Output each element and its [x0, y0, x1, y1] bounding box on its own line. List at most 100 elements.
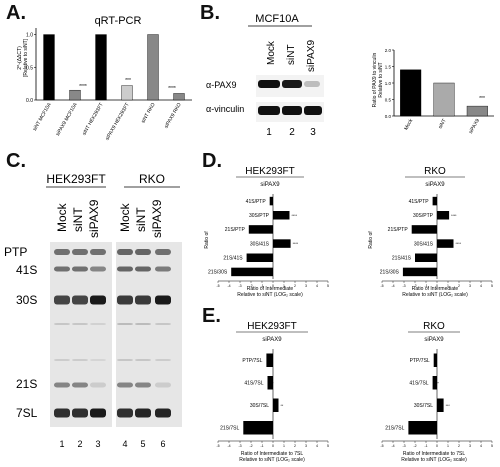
panel-d-rko-label: 21S/PTP — [388, 227, 409, 233]
panel-e-group-rko: RKO — [423, 321, 445, 332]
panel-e-xlabel-rko: Ratio of Intermediate to 7SL — [403, 451, 465, 457]
northern-band — [72, 295, 88, 305]
panel-d-rko-sig: **** — [456, 242, 462, 246]
panel-e-rko-bar — [432, 376, 437, 390]
panel-e-letter: E. — [202, 305, 221, 327]
panel-e-hek-xtick: -3 — [238, 444, 241, 448]
panel-a-xtick: siPAX9 HEK293FT — [104, 102, 130, 142]
panel-d-rko-label: 30S/PTP — [413, 213, 434, 219]
panel-c-lane-5: siNT — [134, 207, 148, 232]
northern-band — [72, 249, 88, 255]
panel-d-rko-bar — [437, 211, 450, 220]
panel-e-hek-bar — [243, 421, 273, 435]
panel-d-rko-bar — [437, 239, 454, 248]
panel-d-rko-sig: * — [435, 200, 437, 204]
panel-e-hek-xtick: -2 — [249, 444, 252, 448]
panel-d-hek-xtick: 5 — [327, 284, 329, 288]
northern-blot-rko — [116, 242, 182, 427]
panel-d-hek-xtick: 3 — [305, 284, 307, 288]
panel-c-figure: HEK293FT RKO Mock siNT siPAX9 Mock siNT … — [4, 172, 182, 449]
panel-b-ylabel: Ratio of PAX9 to vinculin — [372, 52, 378, 107]
panel-d-hek-sig: *** — [249, 256, 254, 260]
panel-e-rko-xtick: -2 — [413, 444, 416, 448]
panel-e-hek-xtick: 2 — [294, 444, 296, 448]
panel-e-hek-bar — [266, 353, 273, 367]
panel-d-hek-label: 41S/PTP — [246, 199, 267, 205]
panel-e-rko-xtick: -3 — [402, 444, 405, 448]
panel-b-lane-number-2: 2 — [289, 127, 295, 138]
panel-e-rko-xtick: 4 — [480, 444, 482, 448]
northern-band — [54, 249, 70, 255]
panel-a-bar — [121, 85, 133, 101]
panel-a-xtick: siNT HEK293FT — [81, 102, 104, 136]
panel-d-xlabel-rko: Ratio of Intermediate — [412, 286, 459, 292]
panel-b-lane-sipax9: siPAX9 — [306, 40, 317, 72]
panel-e-rko-bar — [408, 421, 437, 435]
northern-band — [72, 408, 88, 418]
panel-e-hek-xtick: 4 — [316, 444, 318, 448]
northern-band — [72, 266, 88, 272]
panel-e-hek-xtick: 3 — [305, 444, 307, 448]
panel-e-rko-label: 21S/7SL — [385, 426, 404, 432]
panel-a-letter: A. — [6, 2, 26, 24]
panel-e-hek-xtick: -5 — [216, 444, 219, 448]
northern-band — [135, 266, 151, 272]
panel-d-hek-label: 30S/PTP — [249, 213, 270, 219]
panel-e-rko-xtick: -5 — [380, 444, 383, 448]
panel-d-hek-xtick: -1 — [260, 284, 263, 288]
northern-band — [135, 382, 151, 388]
northern-band — [117, 408, 133, 418]
panel-d-ylabel-rko: Ratio of — [368, 231, 374, 249]
panel-d-hek-bar — [248, 225, 273, 234]
northern-band — [90, 382, 106, 388]
panel-d-hek-sig: **** — [292, 214, 298, 218]
panel-a-bar — [95, 34, 107, 101]
panel-b-letter: B. — [200, 2, 220, 24]
panel-b-lane-sint: siNT — [286, 44, 297, 65]
panel-c-lane-number-6: 6 — [160, 439, 165, 449]
northern-band — [135, 323, 151, 325]
panel-d-hek-xtick: 4 — [316, 284, 318, 288]
panel-e-rko-xtick: 3 — [469, 444, 471, 448]
panel-e-rko-sig: *** — [446, 404, 451, 408]
panel-a-ylabel2: [Relative to siNT] — [23, 38, 29, 77]
panel-d-rko-xtick: 2 — [458, 284, 460, 288]
northern-band — [135, 359, 151, 361]
panel-e-xlabel2-rko: Relative to siNT (LOG₂ scale) — [401, 457, 467, 463]
panel-d-hek-label: 21S/41S — [223, 256, 243, 262]
panel-d-rko-label: 30S/41S — [414, 241, 434, 247]
panel-d-hek-label: 21S/30S — [208, 270, 228, 276]
panel-d-group-rko: RKO — [424, 166, 446, 177]
panel-e-hek-xtick: -1 — [260, 444, 263, 448]
panel-b-lane-number-1: 1 — [266, 127, 272, 138]
panel-e-group-hek: HEK293FT — [247, 321, 296, 332]
panel-c-lane-number-3: 3 — [95, 439, 100, 449]
panel-e-rko-xtick: 1 — [447, 444, 449, 448]
panel-c-lane-1: Mock — [55, 202, 69, 232]
panel-b-ytick: 2.0 — [385, 48, 392, 53]
panel-d-subtitle-rko: siPAX9 — [425, 182, 445, 188]
panel-d-rko-sig: *** — [417, 256, 422, 260]
panel-d-subtitle-hek: siPAX9 — [260, 182, 280, 188]
panel-b-lane-mock: Mock — [266, 40, 277, 65]
northern-band — [117, 295, 133, 305]
panel-d-hek-bar — [269, 196, 273, 206]
panel-e-hek-label: 41S/7SL — [244, 381, 263, 387]
panel-d-hek-sig: **** — [293, 242, 299, 246]
panel-a-sig-3: **** — [168, 86, 176, 92]
northern-band — [155, 359, 171, 361]
panel-d-hek-sig: **** — [233, 271, 239, 275]
panel-a-bar — [43, 34, 55, 101]
panel-d-rko-sig: **** — [405, 271, 411, 275]
northern-band — [117, 382, 133, 388]
panel-b-figure: MCF10A Mock siNT siPAX9 α-PAX9 α-vinculi… — [206, 13, 494, 138]
panel-e-hek-label: PTP/7SL — [242, 358, 262, 364]
panel-c-group-rko: RKO — [139, 172, 165, 186]
panel-e-rko-bar — [433, 353, 437, 367]
panel-d-rko-xtick: 1 — [447, 284, 449, 288]
northern-band — [54, 408, 70, 418]
panel-d-hek-xtick: -3 — [238, 284, 241, 288]
northern-band — [155, 295, 171, 305]
panel-d-rko-xtick: 3 — [469, 284, 471, 288]
panel-d-rko-xtick: -5 — [380, 284, 383, 288]
